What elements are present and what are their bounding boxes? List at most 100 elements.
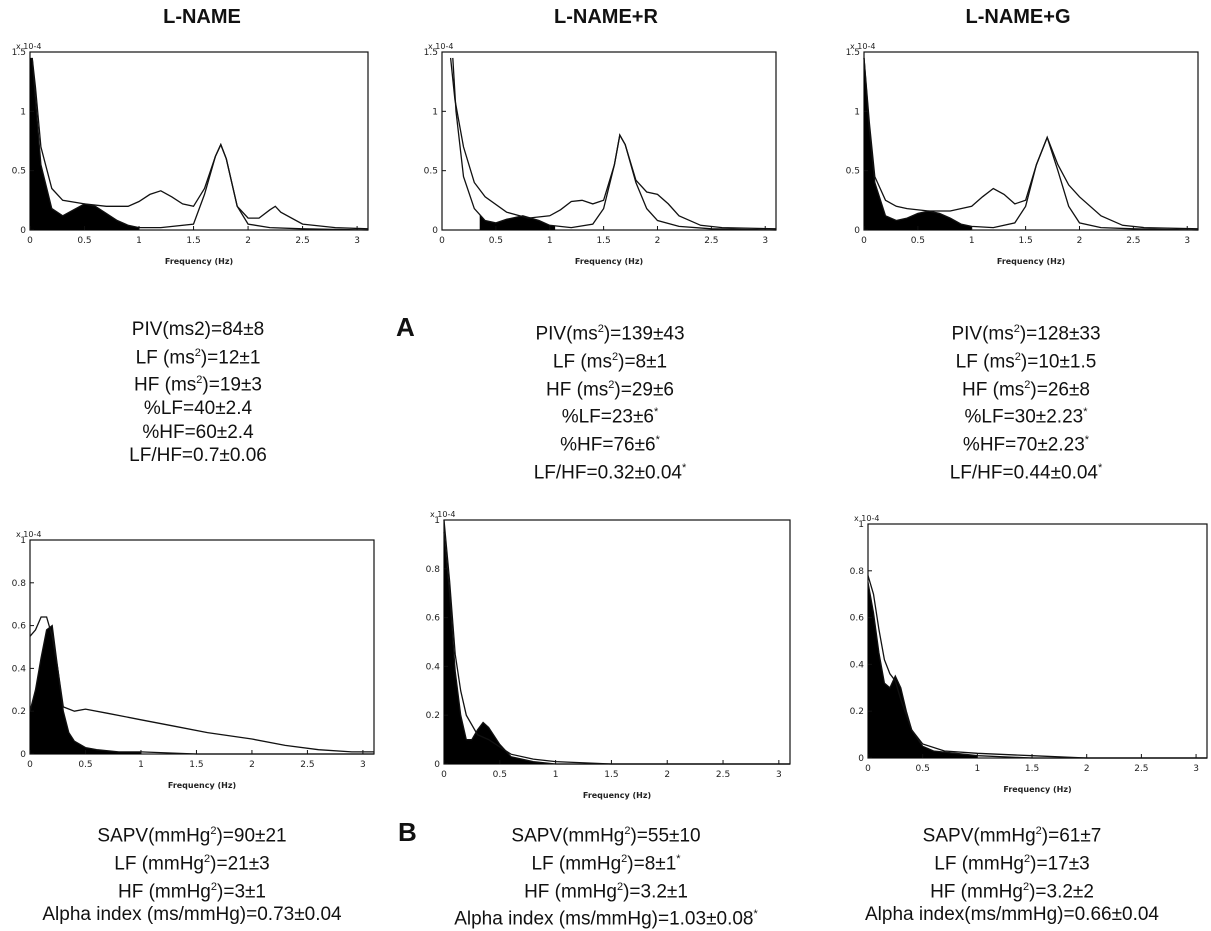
x-tick-label: 3	[1184, 236, 1190, 246]
x-tick-label: 2.5	[295, 236, 309, 246]
x-tick-label: 1.5	[1018, 236, 1032, 246]
y-tick-label: 1	[434, 516, 440, 526]
plot-frame	[867, 523, 1208, 759]
y-exponent: x 10-4	[16, 42, 41, 51]
spectrum-line-2	[29, 624, 374, 755]
x-tick-label: 2.5	[1126, 236, 1140, 246]
x-tick-label: 3	[354, 236, 360, 246]
x-axis-label: Frequency (Hz)	[997, 257, 1065, 266]
stat-line: HF (mmHg2)=3±1	[118, 880, 266, 902]
stat-line: Alpha index (ms/mmHg)=0.73±0.04	[42, 904, 342, 926]
chart-b-lname-r: 0 0.5 1 1.5 2 2.5 3 0 0.2 0.4 0.6 0.8 1 x 10-4 Frequen…	[422, 508, 794, 808]
x-axis-label: Frequency (Hz)	[583, 791, 651, 800]
lf-filled-area	[868, 582, 978, 758]
y-tick-label: 0.5	[12, 167, 26, 177]
x-tick-label: 2	[655, 236, 661, 246]
chart-a-lname: 0 0.5 1 1.5 2 2.5 3 0 0.5 1 1.5 x 10-4 Frequency (Hz…	[8, 40, 372, 274]
x-tick-label: 0	[439, 236, 445, 246]
spectrum-line-1	[443, 519, 790, 765]
stat-line: HF (mmHg2)=3.2±1	[524, 880, 688, 902]
x-tick-label: 0	[865, 764, 871, 774]
stat-line: SAPV(mmHg2)=61±7	[922, 825, 1102, 847]
stats-b-lname-g: SAPV(mmHg2)=61±7 LF (mmHg2)=17±3 HF (mmHg2…	[842, 820, 1182, 927]
stat-line: PIV(ms2)=128±33	[951, 323, 1101, 345]
x-tick-label: 3	[762, 236, 768, 246]
x-tick-label: 2	[1077, 236, 1083, 246]
chart-a-lname-g: 0 0.5 1 1.5 2 2.5 3 0 0.5 1 1.5 x 10-4 Frequency (Hz…	[842, 40, 1202, 274]
stat-line: LF (ms2)=12±1	[135, 346, 261, 368]
x-tick-label: 1.5	[189, 760, 203, 770]
stat-line: SAPV(mmHg2)=55±10	[511, 825, 701, 847]
title-lname: L-NAME	[163, 6, 241, 28]
y-tick-label: 0.6	[426, 614, 441, 624]
stats-b-lname-r: SAPV(mmHg2)=55±10 LF (mmHg2)=8±1* HF (mmHg…	[436, 820, 776, 931]
x-axis-label: Frequency (Hz)	[168, 781, 236, 790]
x-tick-label: 1.5	[1025, 764, 1039, 774]
x-tick-label: 1.5	[604, 770, 618, 780]
y-tick-label: 0.2	[850, 707, 864, 717]
x-tick-label: 2.5	[704, 236, 718, 246]
stat-line: LF (mmHg2)=17±3	[934, 852, 1090, 875]
y-exponent: x 10-4	[850, 42, 875, 51]
stats-a-lname-g: PIV(ms2)=128±33 LF (ms2)=10±1.5 HF (ms2)=2…	[856, 318, 1196, 485]
spectrum-line-1	[863, 57, 1199, 230]
stats-a-lname: PIV(ms2)=84±8 LF (ms2)=12±1 HF (ms2)=19±3%…	[28, 318, 368, 468]
stats-b-lname: SAPV(mmHg2)=90±21 LF (mmHg2)=21±3 HF (mmHg…	[22, 820, 362, 927]
spectrum-line-1	[867, 575, 1207, 759]
y-tick-label: 0.6	[12, 622, 27, 632]
x-tick-label: 1	[969, 236, 975, 246]
y-exponent: x 10-4	[854, 514, 879, 523]
stat-line: %LF=30±2.23*	[964, 406, 1088, 428]
spectrum-line-1	[29, 616, 374, 753]
plot-frame	[863, 51, 1199, 231]
y-tick-label: 0.8	[426, 565, 441, 575]
x-axis-label: Frequency (Hz)	[165, 257, 233, 266]
stat-line: LF (mmHg2)=21±3	[114, 852, 270, 875]
y-tick-label: 0.4	[426, 662, 441, 672]
y-exponent: x 10-4	[16, 530, 41, 539]
y-tick-label: 0	[858, 754, 864, 764]
lf-filled-area	[479, 214, 556, 230]
stat-line: %LF=40±2.4	[143, 398, 253, 420]
stat-line: Alpha index (ms/mmHg)=1.03±0.08*	[454, 908, 758, 930]
x-tick-label: 1.5	[596, 236, 610, 246]
y-tick-label: 1	[854, 107, 860, 117]
y-tick-label: 1.5	[424, 48, 438, 58]
lf-filled-area	[864, 57, 972, 230]
stat-line: %HF=70±2.23*	[962, 434, 1090, 456]
y-exponent: x 10-4	[430, 510, 455, 519]
x-tick-label: 0.5	[489, 236, 503, 246]
title-lname-r: L-NAME+R	[554, 6, 658, 28]
y-tick-label: 1	[858, 520, 864, 530]
y-tick-label: 1	[20, 107, 26, 117]
x-tick-label: 1.5	[186, 236, 200, 246]
stat-line: PIV(ms2)=84±8	[131, 319, 265, 340]
x-axis-label: Frequency (Hz)	[1003, 785, 1071, 794]
stat-line: HF (ms2)=29±6	[546, 378, 674, 400]
y-tick-label: 0.5	[424, 167, 438, 177]
stat-line: PIV(ms2)=139±43	[535, 323, 685, 345]
x-tick-label: 3	[360, 760, 366, 770]
stat-line: LF/HF=0.44±0.04*	[949, 462, 1103, 484]
x-tick-label: 0.5	[911, 236, 925, 246]
y-tick-label: 1	[432, 107, 438, 117]
y-tick-label: 0.4	[12, 664, 27, 674]
spectrum-line-1	[449, 57, 777, 230]
plot-frame	[29, 539, 375, 755]
panel-label-b: B	[398, 817, 417, 847]
y-tick-label: 0.6	[850, 614, 865, 624]
stat-line: LF/HF=0.32±0.04*	[533, 462, 687, 484]
x-axis-label: Frequency (Hz)	[575, 257, 643, 266]
stat-line: LF/HF=0.7±0.06	[129, 445, 267, 467]
x-tick-label: 2	[664, 770, 670, 780]
x-tick-label: 2	[249, 760, 255, 770]
spectrum-line-2	[443, 532, 790, 765]
stat-line: HF (ms2)=19±3	[134, 374, 262, 396]
x-tick-label: 1	[547, 236, 553, 246]
lf-filled-area	[30, 625, 141, 754]
y-tick-label: 0.5	[846, 167, 860, 177]
x-tick-label: 0.5	[78, 760, 92, 770]
x-tick-label: 1	[974, 764, 980, 774]
stat-line: Alpha index(ms/mmHg)=0.66±0.04	[865, 904, 1159, 926]
panel-label-a: A	[396, 312, 415, 342]
